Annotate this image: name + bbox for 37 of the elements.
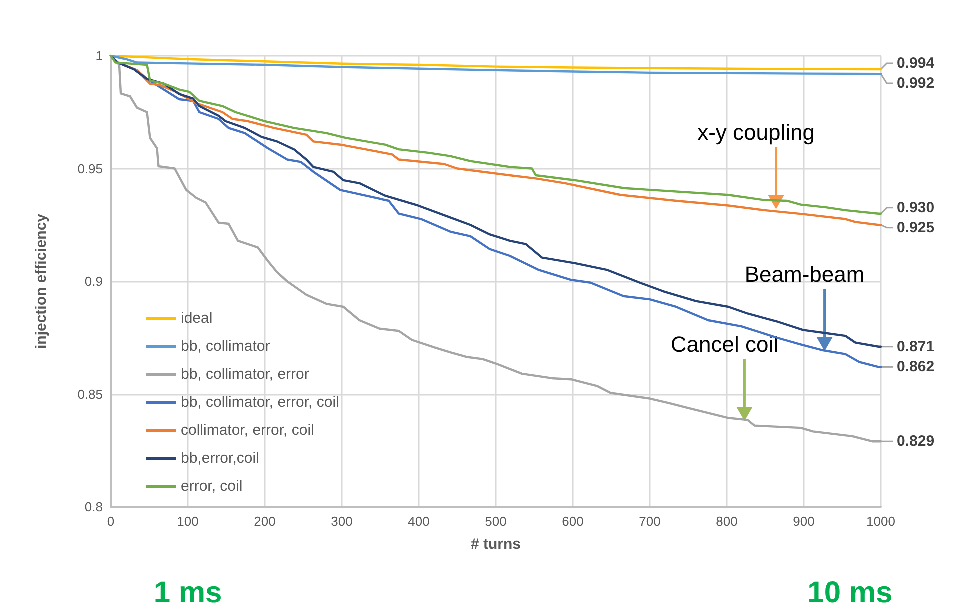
legend-label: bb, collimator (181, 338, 270, 355)
annotation: 0.862 (897, 358, 935, 376)
x-tick-label: 300 (331, 514, 353, 529)
x-tick-label: 700 (639, 514, 661, 529)
y-tick-label: 0.9 (84, 274, 103, 289)
legend-label: error, coil (181, 478, 243, 495)
y-tick-label: 1 (96, 48, 103, 64)
x-tick-label: 400 (408, 514, 430, 529)
x-axis-title: # turns (470, 536, 522, 553)
y-tick-label: 0.85 (78, 386, 103, 402)
annotation: 0.994 (897, 55, 936, 72)
annotation: 0.992 (897, 75, 935, 92)
legend-label: ideal (181, 310, 213, 327)
x-tick-label: 600 (562, 514, 584, 529)
annotation: 0.930 (897, 199, 935, 216)
x-tick-label: 900 (793, 514, 815, 529)
y-axis-title: injection efficiency (33, 213, 50, 350)
x-tick-label: 100 (177, 514, 199, 529)
annotation: 0.925 (897, 219, 935, 236)
annotation: Cancel coil (670, 332, 779, 357)
text: 10 ms (808, 576, 893, 610)
text: 1 ms (154, 576, 222, 610)
annotation: 0.871 (897, 338, 935, 356)
x-tick-label: 500 (485, 514, 507, 529)
y-tick-label: 0.8 (84, 500, 103, 514)
legend-label: collimator, error, coil (181, 422, 314, 439)
legend-label: bb, collimator, error, coil (181, 394, 340, 411)
annotation: x-y coupling (698, 120, 815, 145)
y-tick-label: 0.95 (78, 161, 103, 176)
legend-label: bb,error,coil (181, 450, 260, 467)
x-tick-label: 0 (107, 514, 115, 529)
annotation: 0.829 (897, 433, 935, 450)
legend-label: bb, collimator, error (181, 366, 310, 383)
x-tick-label: 200 (254, 514, 276, 529)
x-tick-label: 800 (716, 514, 738, 529)
annotation: Beam-beam (744, 262, 865, 287)
x-tick-label: 1000 (866, 514, 896, 529)
